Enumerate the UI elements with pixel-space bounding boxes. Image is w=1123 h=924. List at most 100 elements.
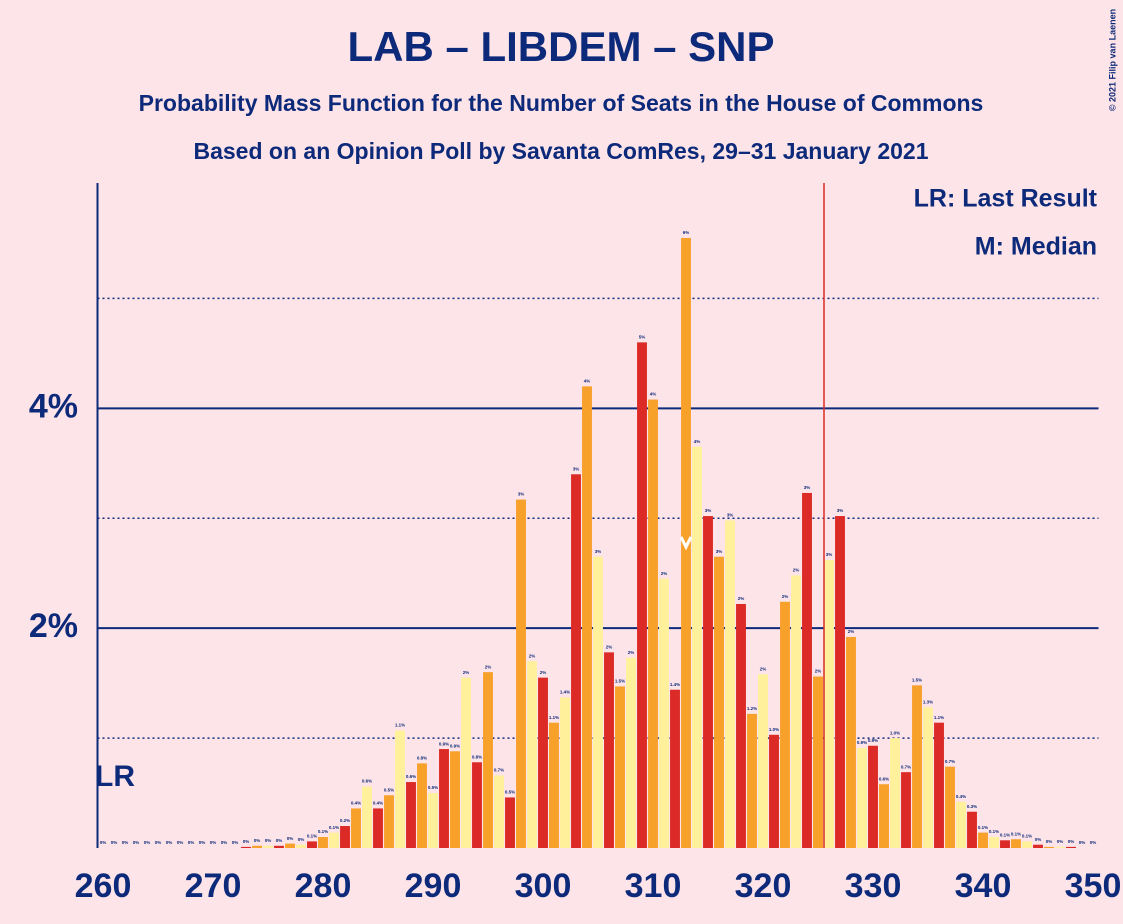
bar bbox=[615, 686, 625, 848]
bar bbox=[824, 560, 834, 848]
value-label: 1.4% bbox=[560, 690, 570, 695]
bar bbox=[659, 578, 669, 848]
value-label: 2% bbox=[529, 653, 536, 658]
value-label: 0% bbox=[243, 839, 250, 844]
bar bbox=[670, 689, 680, 848]
value-label: 4% bbox=[650, 392, 657, 397]
legend-entry: LR: Last Result bbox=[914, 185, 1098, 213]
bar bbox=[263, 845, 273, 848]
x-tick-label: 330 bbox=[845, 867, 902, 905]
bar bbox=[890, 738, 900, 848]
x-tick-label: 270 bbox=[185, 867, 242, 905]
value-label: 0% bbox=[210, 840, 217, 845]
bar bbox=[384, 795, 394, 848]
value-label: 4% bbox=[584, 379, 591, 384]
copyright: © 2021 Filip van Laenen bbox=[1107, 9, 1117, 111]
bar bbox=[725, 520, 735, 848]
value-label: 0% bbox=[1057, 839, 1064, 844]
bar bbox=[318, 837, 328, 848]
value-label: 0.2% bbox=[340, 818, 350, 823]
bar bbox=[439, 749, 449, 848]
value-label: 1.0% bbox=[769, 727, 779, 732]
value-label: 0.9% bbox=[868, 738, 878, 743]
bar bbox=[593, 556, 603, 848]
value-label: 2% bbox=[661, 571, 668, 576]
bar bbox=[1011, 839, 1021, 848]
bar bbox=[802, 492, 812, 848]
value-label: 0% bbox=[122, 840, 129, 845]
bar bbox=[505, 797, 515, 848]
bar bbox=[637, 342, 647, 848]
value-label: 0.8% bbox=[417, 756, 427, 761]
bar bbox=[769, 734, 779, 848]
bar bbox=[912, 685, 922, 848]
value-label: 1.5% bbox=[912, 678, 922, 683]
bar bbox=[527, 661, 537, 848]
x-tick-label: 350 bbox=[1065, 867, 1122, 905]
value-label: 2% bbox=[485, 664, 492, 669]
bar bbox=[252, 845, 262, 848]
value-label: 3% bbox=[518, 492, 525, 497]
bar bbox=[417, 763, 427, 848]
value-label: 0.1% bbox=[1011, 831, 1021, 836]
value-label: 0.1% bbox=[1000, 832, 1010, 837]
value-label: 0% bbox=[221, 840, 228, 845]
value-label: 0% bbox=[1079, 840, 1086, 845]
bar bbox=[406, 782, 416, 848]
bar bbox=[758, 674, 768, 848]
value-label: 0.1% bbox=[1022, 834, 1032, 839]
value-label: 0% bbox=[199, 840, 206, 845]
bar bbox=[395, 730, 405, 848]
value-label: 0.5% bbox=[505, 790, 515, 795]
legend-entry: M: Median bbox=[975, 233, 1097, 261]
value-label: 3% bbox=[705, 508, 712, 513]
bar bbox=[538, 677, 548, 848]
bar bbox=[703, 516, 713, 848]
bar bbox=[1000, 840, 1010, 848]
bar bbox=[945, 766, 955, 848]
bar bbox=[857, 747, 867, 848]
bar bbox=[736, 603, 746, 848]
value-label: 0% bbox=[276, 838, 283, 843]
bar bbox=[483, 672, 493, 848]
bar bbox=[604, 652, 614, 848]
bar bbox=[714, 556, 724, 848]
value-label: 2% bbox=[463, 670, 470, 675]
value-label: 0% bbox=[155, 840, 162, 845]
bar bbox=[791, 575, 801, 848]
value-label: 2% bbox=[606, 645, 613, 650]
bar bbox=[1033, 844, 1043, 848]
value-label: 2% bbox=[815, 669, 822, 674]
value-label: 0.9% bbox=[439, 741, 449, 746]
value-label: 0% bbox=[166, 840, 173, 845]
value-label: 0% bbox=[177, 840, 184, 845]
value-label: 1.1% bbox=[549, 715, 559, 720]
bar bbox=[1044, 846, 1054, 848]
y-tick-label: 2% bbox=[29, 607, 78, 645]
bar bbox=[549, 722, 559, 848]
value-label: 2% bbox=[848, 629, 855, 634]
x-tick-label: 290 bbox=[405, 867, 462, 905]
value-label: 0% bbox=[111, 840, 118, 845]
bar bbox=[1022, 841, 1032, 848]
bar bbox=[901, 772, 911, 848]
bar bbox=[923, 707, 933, 848]
last-result-label: LR bbox=[95, 760, 135, 793]
value-label: 1.1% bbox=[395, 723, 405, 728]
value-label: 3% bbox=[804, 485, 811, 490]
bar bbox=[571, 474, 581, 848]
bar bbox=[835, 516, 845, 848]
x-tick-label: 300 bbox=[515, 867, 572, 905]
value-label: 1.3% bbox=[923, 699, 933, 704]
bar bbox=[285, 843, 295, 848]
value-label: 6% bbox=[683, 230, 690, 235]
value-label: 1.5% bbox=[615, 679, 625, 684]
x-tick-label: 340 bbox=[955, 867, 1012, 905]
value-label: 0% bbox=[1046, 839, 1053, 844]
value-label: 3% bbox=[826, 552, 833, 557]
bar bbox=[989, 837, 999, 848]
bar bbox=[934, 722, 944, 848]
value-label: 1.1% bbox=[934, 715, 944, 720]
value-label: 5% bbox=[639, 335, 646, 340]
value-label: 0.3% bbox=[967, 804, 977, 809]
